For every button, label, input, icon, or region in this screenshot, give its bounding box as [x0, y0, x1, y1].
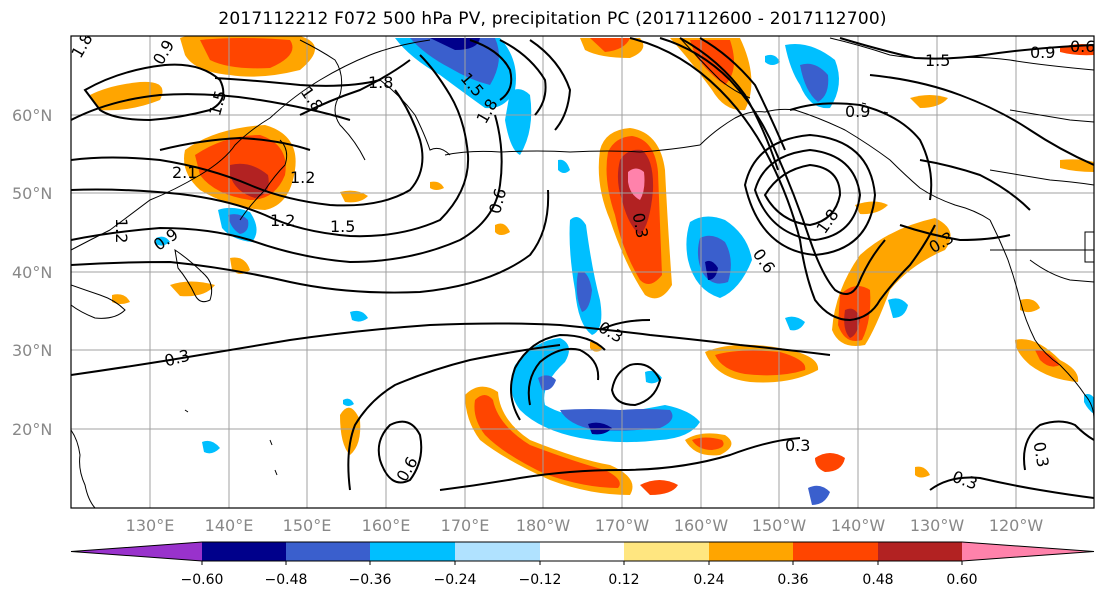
lon-label: 140°W: [831, 516, 886, 535]
contour-label: 0.3: [629, 211, 652, 239]
lon-label: 140°E: [205, 516, 254, 535]
lat-label: 30°N: [12, 341, 52, 360]
precip-shading: [90, 36, 1094, 505]
lon-label: 180°W: [516, 516, 571, 535]
colorbar-tick-label: 0.48: [862, 572, 893, 588]
map-title: 2017112212 F072 500 hPa PV, precipitatio…: [218, 9, 887, 29]
colorbar-tick-label: 0.60: [946, 572, 977, 588]
colorbar-swatch: [878, 542, 962, 561]
colorbar-tick-label: 0.12: [608, 572, 639, 588]
latitude-axis: 60°N 50°N 40°N 30°N 20°N: [12, 106, 52, 439]
contour-label: 0.9: [1030, 43, 1055, 62]
lat-label: 40°N: [12, 263, 52, 282]
gridlines: [71, 36, 1094, 508]
contour-label: 1.5: [330, 217, 355, 236]
contour-label: 0.9: [845, 102, 870, 121]
positive-anomaly-areas: [90, 36, 1094, 495]
lon-label: 120°W: [989, 516, 1044, 535]
lon-label: 160°W: [674, 516, 729, 535]
contour-label: 1.2: [112, 218, 131, 243]
colorbar-swatch: [624, 542, 709, 561]
contour-label: 1.2: [270, 211, 295, 230]
contour-label: 1.5: [925, 51, 950, 70]
colorbar-swatch: [202, 542, 286, 561]
colorbar-tick-label: 0.24: [693, 572, 724, 588]
contour-label: 0.3: [1030, 440, 1053, 468]
contour-label: 1.2: [290, 168, 315, 187]
lat-label: 20°N: [12, 420, 52, 439]
lon-label: 170°W: [595, 516, 650, 535]
colorbar-swatch: [962, 542, 1094, 561]
lon-label: 150°W: [752, 516, 807, 535]
colorbar-tick-label: −0.60: [181, 572, 224, 588]
colorbar-tick-label: −0.36: [349, 572, 392, 588]
lon-label: 130°E: [126, 516, 175, 535]
contour-label: 0.3: [785, 436, 810, 455]
colorbar-tick-label: −0.48: [265, 572, 308, 588]
lon-label: 170°E: [441, 516, 490, 535]
colorbar-tick-label: −0.24: [434, 572, 477, 588]
coastlines: [71, 37, 1094, 508]
lon-label: 150°E: [283, 516, 332, 535]
pv-contours: [71, 37, 1094, 499]
negative-anomaly-areas: [156, 38, 1094, 505]
colorbar-tick-label: 0.36: [777, 572, 808, 588]
contour-label: 0.6: [1070, 37, 1095, 56]
contour-label: 2.1: [172, 163, 197, 182]
colorbar-ticks: −0.60 −0.48 −0.36 −0.24 −0.12 0.12 0.24 …: [181, 572, 978, 588]
lat-label: 60°N: [12, 106, 52, 125]
longitude-axis: 130°E 140°E 150°E 160°E 170°E 180°W 170°…: [126, 516, 1044, 535]
colorbar: −0.60 −0.48 −0.36 −0.24 −0.12 0.12 0.24 …: [70, 541, 1095, 588]
lat-label: 50°N: [12, 184, 52, 203]
colorbar-swatch: [709, 542, 793, 561]
colorbar-swatch: [540, 542, 624, 561]
map-frame: [70, 35, 1095, 509]
map-content: 1.8 0.9 1.5 1.8 1.8 1.5 1.8 2.1 1.2 1.2 …: [71, 36, 1095, 508]
colorbar-swatch: [370, 542, 455, 561]
colorbar-swatch: [286, 542, 370, 561]
colorbar-swatch: [71, 542, 202, 561]
colorbar-swatch: [793, 542, 878, 561]
contour-label: 1.8: [368, 73, 393, 92]
colorbar-swatches: [70, 541, 1095, 565]
lon-label: 130°W: [910, 516, 965, 535]
colorbar-swatch: [455, 542, 540, 561]
lon-label: 160°E: [362, 516, 411, 535]
colorbar-tick-label: −0.12: [519, 572, 562, 588]
